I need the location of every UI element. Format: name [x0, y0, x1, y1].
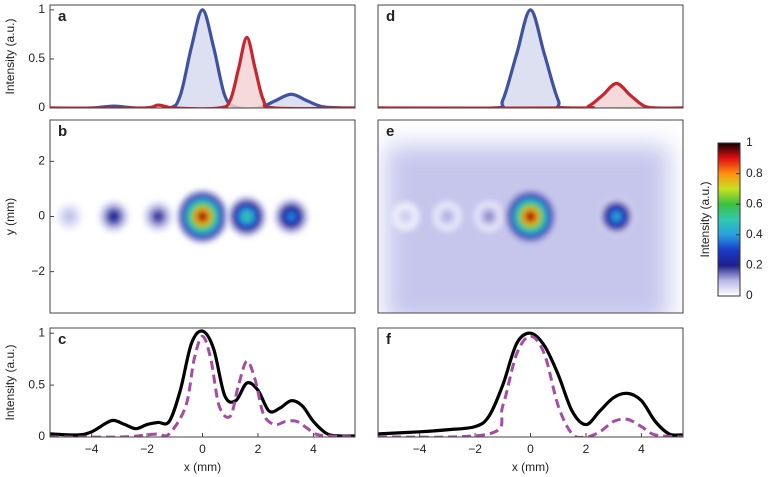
- x-tick-label: 0: [199, 442, 206, 456]
- y-tick-label: 0: [38, 209, 45, 223]
- colorbar-label: Intensity (a.u.): [698, 181, 712, 257]
- panel-letter: b: [58, 123, 67, 140]
- y-tick-label: 1: [38, 2, 45, 16]
- plot-area: [50, 8, 355, 108]
- colorbar-tick-label: 1: [746, 135, 753, 149]
- x-tick-label: 0: [527, 442, 534, 456]
- frame: [49, 327, 356, 438]
- spot-level: [614, 214, 619, 219]
- x-tick-label: −2: [468, 442, 482, 456]
- spot: [142, 200, 174, 233]
- spot: [474, 201, 504, 232]
- line: [378, 331, 683, 437]
- y-tick-label: −2: [31, 264, 45, 278]
- x-tick-label: 2: [255, 442, 262, 456]
- colorbar-tick-label: 0.2: [746, 258, 763, 272]
- spot-level: [487, 214, 491, 219]
- x-tick-label: −4: [413, 442, 427, 456]
- colorbar-tick-label: 0.4: [746, 227, 763, 241]
- frame: [377, 119, 684, 314]
- plot-area: [378, 8, 683, 108]
- frame: [49, 4, 356, 109]
- plot-area: [386, 144, 669, 313]
- area-fill: [378, 83, 683, 108]
- area-fill: [378, 9, 683, 108]
- panel-letter: a: [58, 8, 67, 25]
- plot-area: [50, 329, 355, 437]
- y-tick-label: 0.5: [28, 377, 45, 391]
- spot-level: [111, 214, 116, 219]
- spot: [177, 190, 228, 243]
- line: [50, 334, 355, 437]
- panel-letter: d: [386, 8, 395, 25]
- plot-area: [55, 190, 309, 243]
- x-tick-label: 4: [310, 442, 317, 456]
- x-tick-label: 2: [583, 442, 590, 456]
- line: [50, 329, 355, 437]
- plot-area: [378, 331, 683, 437]
- x-tick-label: −2: [140, 442, 154, 456]
- spot-level: [199, 213, 206, 220]
- frame: [377, 4, 684, 109]
- x-tick-label: −4: [85, 442, 99, 456]
- spot: [505, 190, 556, 243]
- colorbar-tick-label: 0.8: [746, 166, 763, 180]
- spot-level: [527, 213, 534, 220]
- spot: [227, 196, 267, 237]
- spot-level: [156, 214, 161, 219]
- x-axis-label: x (mm): [512, 460, 549, 474]
- y-tick-label: 0: [38, 429, 45, 443]
- y-axis-label: y (mm): [3, 198, 17, 235]
- line: [378, 334, 683, 437]
- area-fill: [50, 9, 355, 108]
- panel-letter: e: [386, 123, 394, 140]
- y-axis-label: Intensity (a.u.): [3, 18, 17, 94]
- spot-level: [445, 214, 450, 219]
- spot-level: [404, 214, 408, 219]
- spot: [273, 198, 309, 235]
- y-tick-label: 0: [38, 100, 45, 114]
- x-axis-label: x (mm): [184, 460, 221, 474]
- spot: [98, 200, 130, 233]
- y-tick-label: 2: [38, 154, 45, 168]
- spot: [55, 202, 84, 231]
- spot: [433, 201, 462, 232]
- y-tick-label: 0.5: [28, 51, 45, 65]
- colorbar: [717, 142, 741, 297]
- spot: [598, 197, 635, 236]
- y-axis-label: Intensity (a.u.): [3, 344, 17, 420]
- y-tick-label: 1: [38, 325, 45, 339]
- line: [50, 35, 355, 108]
- colorbar-tick-label: 0.6: [746, 196, 763, 210]
- panel-letter: f: [386, 331, 392, 348]
- x-tick-label: 4: [638, 442, 645, 456]
- panel-letter: c: [58, 331, 66, 348]
- spot-level: [244, 213, 250, 220]
- spot: [392, 202, 420, 231]
- spot-level: [67, 214, 72, 219]
- colorbar-tick-label: 0: [746, 288, 753, 302]
- spot-level: [289, 214, 294, 219]
- frame: [377, 327, 684, 438]
